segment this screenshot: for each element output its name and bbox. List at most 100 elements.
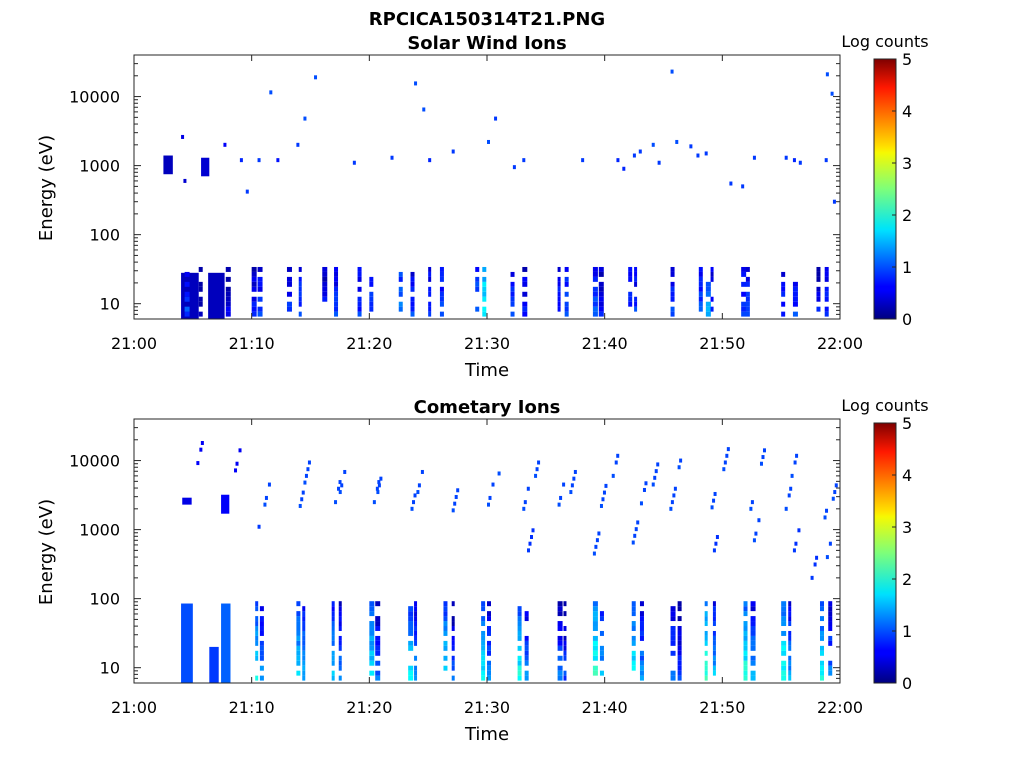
spectrogram-cell bbox=[338, 675, 342, 681]
spectrogram-cell bbox=[745, 281, 750, 287]
spectrogram-cell bbox=[631, 635, 636, 641]
spectrogram-cell bbox=[482, 276, 487, 282]
spectrogram-cell bbox=[491, 482, 495, 487]
spectrogram-cell bbox=[257, 296, 263, 302]
spectrogram-cell bbox=[634, 301, 638, 307]
spectrogram-cell bbox=[698, 281, 703, 287]
colorbar-ticks: 0 1 2 3 4 5 bbox=[892, 50, 912, 329]
spectrogram-cell bbox=[408, 675, 414, 681]
spectrogram-cell bbox=[302, 611, 306, 617]
spectrogram-cell bbox=[481, 675, 486, 681]
spectrogram-cell bbox=[631, 606, 636, 612]
spectrogram-cell bbox=[564, 266, 569, 272]
spectrogram-cell bbox=[749, 506, 753, 511]
spectrogram-cell bbox=[788, 665, 792, 671]
spectrogram-cell bbox=[454, 494, 458, 499]
spectrogram-cells bbox=[181, 440, 838, 683]
spectrogram-cell bbox=[639, 655, 644, 661]
spectrogram-cell bbox=[792, 286, 798, 292]
spectrogram-cell bbox=[439, 296, 444, 302]
spectrogram-cell bbox=[592, 306, 598, 312]
spectrogram-cell bbox=[557, 675, 563, 681]
spectrogram-cell bbox=[410, 301, 415, 307]
y-axis-label: Energy (eV) bbox=[36, 499, 57, 605]
spectrogram-cell bbox=[670, 626, 676, 631]
spectrogram-cell bbox=[517, 675, 522, 681]
spectrogram-cell bbox=[414, 621, 418, 627]
spectrogram-cell bbox=[338, 626, 342, 631]
spectrogram-cell bbox=[451, 149, 455, 154]
x-tick-label: 21:10 bbox=[229, 698, 275, 717]
spectrogram-cell bbox=[510, 311, 515, 317]
spectrogram-cell bbox=[633, 533, 637, 538]
spectrogram-cell bbox=[398, 271, 403, 277]
spectrogram-cell bbox=[259, 645, 264, 651]
spectrogram-cell bbox=[631, 665, 636, 671]
spectrogram-cell bbox=[592, 640, 598, 646]
spectrogram-cell bbox=[677, 655, 682, 661]
spectrogram-cell bbox=[698, 306, 703, 312]
spectrogram-cell bbox=[781, 630, 787, 636]
spectrogram-cell bbox=[644, 481, 648, 486]
spectrogram-cell bbox=[259, 675, 264, 681]
spectrogram-cell bbox=[792, 296, 798, 302]
spectrogram-cell bbox=[414, 616, 418, 622]
spectrogram-cell bbox=[831, 496, 835, 501]
spectrogram-cell bbox=[741, 281, 747, 287]
spectrogram-cell bbox=[302, 645, 306, 651]
spectrogram-cell bbox=[677, 601, 682, 607]
spectrogram-cell bbox=[410, 271, 415, 277]
spectrogram-cell bbox=[338, 665, 342, 671]
spectrogram-cell bbox=[631, 540, 635, 545]
spectrogram-cell bbox=[752, 155, 756, 160]
spectrogram-cell bbox=[331, 655, 335, 661]
spectrogram-cell bbox=[303, 480, 307, 485]
spectrogram-cell bbox=[631, 611, 636, 617]
spectrogram-cell bbox=[563, 611, 567, 617]
x-tick-label: 21:00 bbox=[111, 698, 157, 717]
spectrogram-cell bbox=[723, 460, 727, 465]
colorbar-tick-label: 4 bbox=[902, 466, 912, 485]
colorbar-gradient bbox=[873, 422, 897, 684]
spectrogram-cell bbox=[369, 645, 375, 651]
spectrogram-cell bbox=[524, 675, 529, 681]
spectrogram-cell bbox=[788, 640, 792, 646]
spectrogram-cell bbox=[398, 306, 403, 312]
spectrogram-cell bbox=[225, 301, 231, 307]
x-tick-label: 21:40 bbox=[582, 334, 628, 353]
spectrogram-cell bbox=[557, 665, 563, 671]
spectrogram-cell bbox=[451, 621, 455, 627]
spectrogram-cell bbox=[199, 447, 203, 452]
spectrogram-cell bbox=[439, 311, 444, 317]
spectrogram-cell bbox=[781, 286, 786, 292]
spectrogram-cell bbox=[410, 296, 415, 302]
spectrogram-cell bbox=[828, 601, 833, 607]
spectrogram-cell bbox=[745, 311, 750, 317]
spectrogram-cell bbox=[636, 520, 640, 525]
spectrogram-cell bbox=[302, 635, 306, 641]
spectrogram-cell bbox=[828, 606, 833, 612]
spectrogram-cell bbox=[828, 660, 833, 666]
spectrogram-cell bbox=[592, 601, 598, 607]
spectrogram-cell bbox=[522, 506, 526, 511]
spectrogram-cell bbox=[522, 266, 528, 272]
spectrogram-cell bbox=[298, 311, 302, 317]
spectrogram-cell bbox=[677, 650, 682, 656]
x-tick-label: 22:00 bbox=[817, 334, 863, 353]
spectrogram-cell bbox=[334, 281, 339, 287]
spectrogram-cell bbox=[819, 650, 824, 656]
spectrogram-cell bbox=[443, 655, 448, 661]
spectrogram-cell bbox=[677, 635, 682, 641]
spectrogram-cell bbox=[482, 296, 487, 302]
spectrogram-cell bbox=[557, 276, 561, 282]
spectrogram-cell bbox=[599, 630, 604, 636]
spectrogram-cell bbox=[531, 528, 535, 533]
spectrogram-cell bbox=[592, 626, 598, 631]
spectrogram-cell bbox=[517, 606, 522, 612]
spectrogram-cell bbox=[198, 286, 203, 292]
spectrogram-cell bbox=[369, 306, 374, 312]
spectrogram-cell bbox=[712, 611, 716, 617]
spectrogram-cell bbox=[259, 665, 264, 671]
spectrogram-cell bbox=[781, 271, 786, 277]
spectrogram-cell bbox=[414, 81, 418, 86]
